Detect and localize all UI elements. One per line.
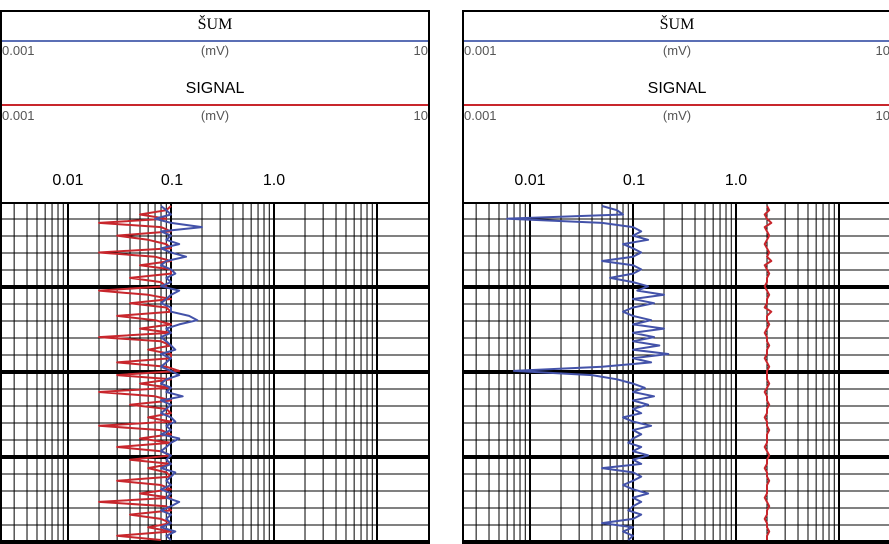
log-plot-area	[464, 202, 889, 542]
x-tick-label: 1.0	[262, 172, 286, 189]
signal-title: SIGNAL	[185, 80, 245, 97]
noise-title: ŠUM	[659, 16, 695, 33]
signal-scale-min: 0.001	[2, 108, 35, 123]
signal-scale-unit: (mV)	[662, 108, 692, 123]
right-log-panel: ŠUM 0.001 (mV) 10 SIGNAL 0.001 (mV) 10 0…	[462, 10, 889, 544]
x-tick-label: 0.1	[160, 172, 184, 189]
x-tick-label: 0.01	[52, 172, 84, 189]
log-header: ŠUM 0.001 (mV) 10 SIGNAL 0.001 (mV) 10 0…	[464, 12, 889, 202]
noise-scale-line	[2, 40, 428, 42]
signal-scale-line	[464, 104, 889, 106]
log-header: ŠUM 0.001 (mV) 10 SIGNAL 0.001 (mV) 10 0…	[2, 12, 428, 202]
noise-scale-max: 10	[875, 43, 889, 58]
noise-scale-unit: (mV)	[662, 43, 692, 58]
noise-title: ŠUM	[197, 16, 233, 33]
log-curve	[763, 205, 773, 540]
x-tick-label: 0.1	[622, 172, 646, 189]
log-plot-area	[2, 202, 428, 542]
x-tick-label: 1.0	[724, 172, 748, 189]
noise-scale-line	[464, 40, 889, 42]
noise-scale-min: 0.001	[464, 43, 497, 58]
noise-scale-max: 10	[413, 43, 428, 58]
log-curve	[506, 205, 670, 541]
signal-scale-min: 0.001	[464, 108, 497, 123]
log-curve	[154, 205, 203, 541]
noise-scale-min: 0.001	[2, 43, 35, 58]
signal-title: SIGNAL	[647, 80, 707, 97]
left-log-panel: ŠUM 0.001 (mV) 10 SIGNAL 0.001 (mV) 10 0…	[0, 10, 430, 544]
signal-scale-max: 10	[413, 108, 428, 123]
signal-scale-unit: (mV)	[200, 108, 230, 123]
signal-scale-max: 10	[875, 108, 889, 123]
x-tick-label: 0.01	[514, 172, 546, 189]
signal-scale-line	[2, 104, 428, 106]
noise-scale-unit: (mV)	[200, 43, 230, 58]
